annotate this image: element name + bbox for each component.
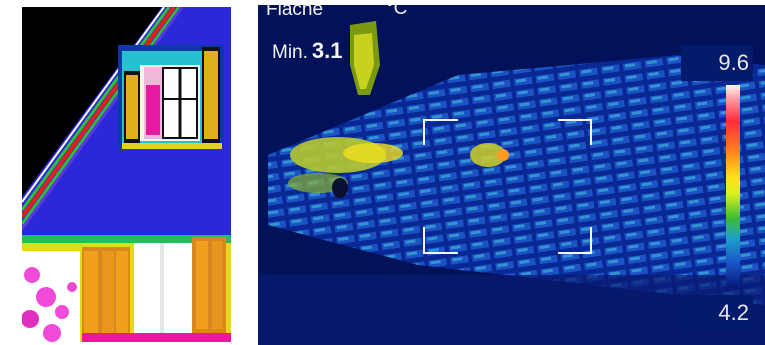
scale-min-value: 4.2 bbox=[681, 295, 753, 331]
roof-thermal-image: Fläche °C Min. 3.1 9.6 4.2 bbox=[258, 5, 765, 345]
temperature-unit-label: °C bbox=[386, 5, 408, 19]
scale-max-value: 9.6 bbox=[681, 45, 753, 81]
min-label: Min. bbox=[272, 42, 308, 63]
area-mode-label: Fläche bbox=[266, 5, 324, 20]
min-temperature-readout: Min. 3.1 bbox=[272, 38, 343, 64]
temperature-color-scale bbox=[726, 85, 740, 287]
focus-frame bbox=[423, 119, 592, 254]
facade-thermal-image bbox=[22, 7, 231, 342]
min-value: 3.1 bbox=[311, 38, 343, 63]
